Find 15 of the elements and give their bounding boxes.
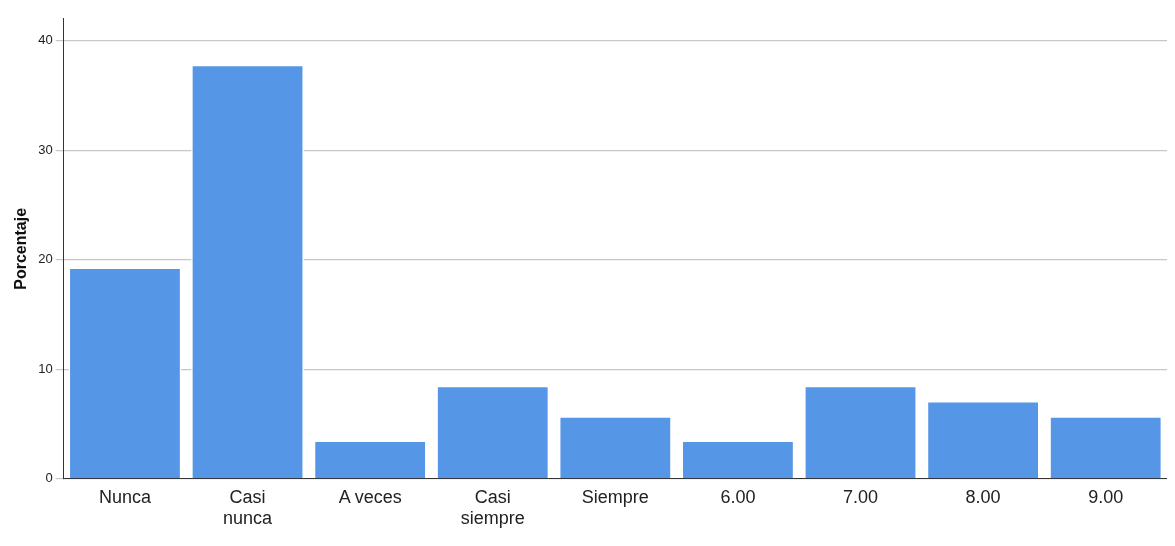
y-tick-label: 40 xyxy=(38,32,53,48)
x-tick-label: 7.00 xyxy=(842,486,879,507)
x-tick-label: Nunca xyxy=(98,486,152,507)
y-tick-label: 30 xyxy=(38,141,53,157)
x-tick-label: Casi siempre xyxy=(460,486,525,529)
y-axis-title: Porcentaje xyxy=(12,207,30,290)
x-tick-label: 8.00 xyxy=(965,486,1001,507)
y-tick-label: 0 xyxy=(45,470,53,486)
x-tick-label: Siempre xyxy=(581,486,649,507)
x-tick-label: 9.00 xyxy=(1088,486,1124,507)
y-tick-label: 10 xyxy=(38,360,53,376)
x-tick-label: Casi nunca xyxy=(223,486,274,529)
x-tick-label: A veces xyxy=(338,486,402,507)
y-tick-label: 20 xyxy=(38,251,53,267)
x-tick-label: 6.00 xyxy=(720,486,756,507)
